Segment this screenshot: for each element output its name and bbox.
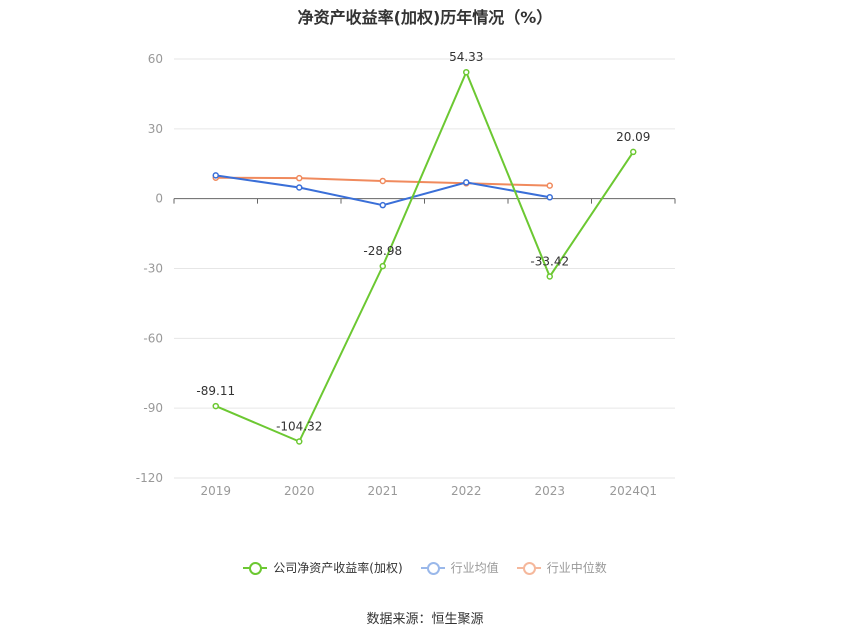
legend-line-marker-icon [516,561,541,575]
x-tick-label: 2022 [451,484,482,498]
data-label: 20.09 [616,130,650,144]
x-tick-label: 2019 [200,484,231,498]
legend-label: 行业均值 [450,561,499,575]
y-tick-label: -60 [143,331,163,345]
data-point [296,438,303,445]
data-point [379,201,386,209]
data-label: 54.33 [449,50,483,64]
y-tick-label: -90 [143,401,163,415]
legend-item-industry-median[interactable]: 行业中位数 [516,559,607,576]
data-point [463,68,470,76]
y-tick-label: -120 [136,471,163,485]
legend-item-industry-mean[interactable]: 行业均值 [420,559,499,576]
legend-label: 公司净资产收益率(加权) [273,561,403,575]
y-tick-label: -30 [143,262,163,276]
data-label: -33.42 [530,254,569,268]
data-point [379,177,386,185]
data-point [379,262,386,270]
legend-item-company-roe[interactable]: 公司净资产收益率(加权) [243,559,403,576]
data-point [212,402,219,410]
data-point [630,148,637,156]
data-point [546,273,553,280]
data-source: 数据来源：恒生聚源 [366,612,484,627]
data-point [212,172,219,179]
legend-line-marker-icon [243,561,268,575]
legend-label: 行业中位数 [546,561,607,575]
data-point [546,194,553,201]
x-tick-label: 2024Q1 [609,484,657,498]
data-label: -28.98 [363,244,402,258]
y-tick-label: 60 [148,52,163,66]
data-label: -89.11 [196,384,235,398]
data-label: -104.32 [276,420,322,434]
data-point [546,182,553,189]
x-tick-label: 2021 [367,484,398,498]
line-chart: 60 30 0 -30 -60 -90 -120 2019 2020 2021 2022 2023 20… [136,50,676,498]
x-tick-label: 2023 [534,484,565,498]
data-point [296,184,303,191]
chart-legend: 公司净资产收益率(加权) 行业均值 行业中位数 [0,559,850,576]
y-tick-label: 0 [155,192,163,206]
x-tick-label: 2020 [284,484,315,498]
chart-title: 净资产收益率(加权)历年情况（%） [297,8,553,27]
series-line [215,69,635,443]
legend-line-marker-icon [420,561,445,575]
data-point [463,179,470,186]
data-point [296,174,303,182]
y-tick-label: 30 [148,122,163,136]
